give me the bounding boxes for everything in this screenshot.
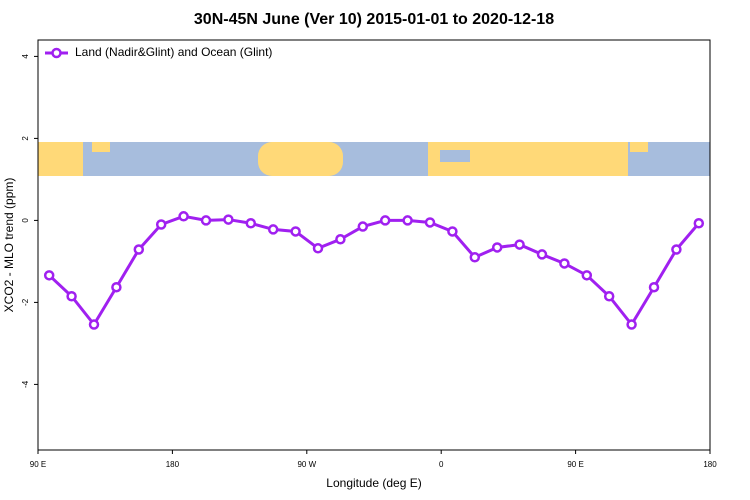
point: [671, 244, 682, 255]
y-tick-label: 4: [21, 54, 30, 59]
point: [447, 226, 458, 237]
point: [379, 215, 391, 226]
legend-label: Land (Nadir&Glint) and Ocean (Glint): [75, 45, 272, 59]
point: [424, 217, 436, 228]
point: [402, 215, 413, 226]
plot-frame: [37, 39, 711, 451]
point: [155, 219, 167, 230]
point: [603, 291, 615, 302]
y-tick-label: -4: [21, 380, 30, 388]
point: [357, 221, 369, 232]
point: [133, 244, 145, 255]
point: [178, 211, 189, 222]
point: [43, 270, 55, 281]
y-tick-label: -2: [21, 298, 30, 306]
x-tick-label: 90 E: [567, 460, 583, 469]
x-tick-label: 0: [439, 460, 444, 469]
point: [469, 252, 481, 263]
legend-marker: [51, 47, 62, 59]
point: [626, 319, 637, 330]
point: [111, 281, 122, 293]
point: [66, 291, 77, 302]
point: [267, 224, 279, 235]
point: [88, 319, 100, 330]
x-axis-label: Longitude (deg E): [326, 476, 421, 490]
point: [559, 258, 570, 269]
point: [312, 243, 324, 254]
point: [290, 226, 301, 237]
point: [536, 249, 548, 260]
point: [200, 215, 212, 226]
series-line: [48, 214, 700, 328]
point: [581, 270, 593, 281]
point: [245, 218, 257, 229]
x-tick-label: 180: [166, 460, 180, 469]
point: [335, 234, 346, 245]
y-tick-label: 2: [21, 136, 30, 141]
point: [514, 239, 525, 250]
y-tick-label: 0: [21, 218, 30, 223]
y-axis-label: XCO2 - MLO trend (ppm): [2, 178, 16, 313]
point: [223, 214, 234, 225]
x-tick-label: 90 E: [30, 460, 46, 469]
point: [491, 242, 503, 253]
x-tick-label: 180: [703, 460, 717, 469]
x-tick-label: 90 W: [297, 460, 316, 469]
point: [693, 218, 705, 229]
point: [648, 281, 660, 293]
chart-title: 30N-45N June (Ver 10) 2015-01-01 to 2020…: [194, 11, 554, 28]
map-band: [38, 142, 710, 176]
